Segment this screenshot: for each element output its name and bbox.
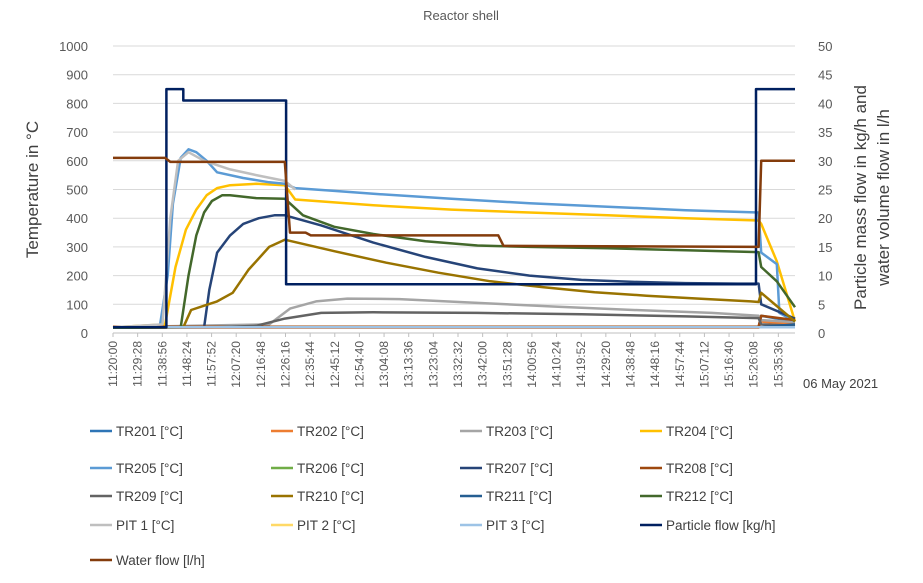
y-tick-label: 300 xyxy=(66,240,88,255)
y-tick-label: 0 xyxy=(81,326,88,341)
legend-label: PIT 1 [°C] xyxy=(116,518,174,533)
y2-tick-label: 15 xyxy=(818,240,832,255)
series-line-4 xyxy=(112,182,797,329)
series-line-12 xyxy=(112,193,797,330)
x-tick-label: 12:07:20 xyxy=(229,341,243,388)
legend-label: TR211 [°C] xyxy=(486,489,552,504)
y-axis-label: Temperature in °C xyxy=(23,121,42,258)
legend-label: PIT 2 [°C] xyxy=(297,518,355,533)
legend-label: TR209 [°C] xyxy=(116,489,183,504)
x-tick-label: 15:26:08 xyxy=(747,341,761,388)
legend-label: TR204 [°C] xyxy=(666,424,733,439)
legend-label: Particle flow [kg/h] xyxy=(666,518,776,533)
x-tick-label: 13:42:00 xyxy=(476,341,490,388)
x-tick-label: 14:57:44 xyxy=(673,341,687,388)
series-line-3 xyxy=(112,297,796,329)
x-tick-label: 14:10:24 xyxy=(550,341,564,388)
legend-label: TR208 [°C] xyxy=(666,461,733,476)
legend-label: TR205 [°C] xyxy=(116,461,183,476)
date-note: 06 May 2021 xyxy=(803,376,878,391)
x-tick-label: 12:45:12 xyxy=(328,341,342,388)
series-line-17 xyxy=(113,156,795,249)
x-tick-label: 15:35:36 xyxy=(771,341,785,388)
y2-tick-label: 10 xyxy=(818,269,832,284)
x-tick-label: 12:54:40 xyxy=(352,341,366,388)
y2-tick-label: 25 xyxy=(818,183,832,198)
y-tick-label: 900 xyxy=(66,68,88,83)
y-tick-label: 100 xyxy=(66,297,88,312)
x-tick-label: 14:19:52 xyxy=(574,341,588,388)
legend-label: TR206 [°C] xyxy=(297,461,364,476)
y-tick-label: 700 xyxy=(66,125,88,140)
series-line-7 xyxy=(113,214,796,329)
x-tick-label: 12:26:16 xyxy=(278,341,292,388)
y-tick-label: 800 xyxy=(66,96,88,111)
y2-tick-label: 40 xyxy=(818,96,832,111)
x-tick-label: 11:48:24 xyxy=(180,341,194,387)
legend-label: TR201 [°C] xyxy=(116,424,183,439)
y-tick-label: 500 xyxy=(66,183,88,198)
x-tick-label: 13:23:04 xyxy=(426,341,440,388)
legend-label: TR212 [°C] xyxy=(666,489,733,504)
x-tick-label: 13:32:32 xyxy=(451,341,465,388)
legend-label: TR203 [°C] xyxy=(486,424,553,439)
x-tick-label: 14:29:20 xyxy=(599,341,613,388)
x-tick-label: 13:51:28 xyxy=(500,341,514,388)
y-tick-label: 1000 xyxy=(59,39,88,54)
legend-label: Water flow [l/h] xyxy=(116,553,205,568)
y2-tick-label: 5 xyxy=(818,297,825,312)
x-tick-label: 12:16:48 xyxy=(254,341,268,388)
y-tick-label: 600 xyxy=(66,154,88,169)
y2-tick-label: 50 xyxy=(818,39,832,54)
x-tick-label: 14:00:56 xyxy=(525,341,539,388)
y-tick-label: 400 xyxy=(66,211,88,226)
x-tick-label: 14:38:48 xyxy=(623,341,637,388)
legend-label: TR202 [°C] xyxy=(297,424,364,439)
series-line-16 xyxy=(113,87,795,329)
legend-label: TR207 [°C] xyxy=(486,461,553,476)
x-tick-label: 11:29:28 xyxy=(131,341,145,387)
y2-axis-label-line1: Particle mass flow in kg/h and xyxy=(851,85,870,310)
x-tick-label: 13:13:36 xyxy=(402,341,416,388)
series-line-13 xyxy=(112,150,296,329)
y2-tick-label: 45 xyxy=(818,68,832,83)
x-tick-label: 14:48:16 xyxy=(648,341,662,388)
x-tick-label: 11:20:00 xyxy=(106,341,120,387)
y2-tick-label: 20 xyxy=(818,211,832,226)
y2-tick-label: 30 xyxy=(818,154,832,169)
y2-tick-label: 35 xyxy=(818,125,832,140)
legend-label: PIT 3 [°C] xyxy=(486,518,544,533)
x-tick-label: 15:07:12 xyxy=(697,341,711,388)
series-line-10 xyxy=(112,238,796,330)
x-tick-label: 15:16:40 xyxy=(722,341,736,388)
y2-tick-label: 0 xyxy=(818,326,825,341)
chart-title: Reactor shell xyxy=(423,8,499,23)
y2-axis-label-line2: water volume flow in l/h xyxy=(874,109,893,287)
y-tick-label: 200 xyxy=(66,269,88,284)
x-tick-label: 13:04:08 xyxy=(377,341,391,388)
legend-label: TR210 [°C] xyxy=(297,489,364,504)
x-tick-label: 11:38:56 xyxy=(155,341,169,387)
x-tick-label: 11:57:52 xyxy=(205,341,219,387)
x-tick-label: 12:35:44 xyxy=(303,341,317,388)
series-group xyxy=(112,87,797,330)
